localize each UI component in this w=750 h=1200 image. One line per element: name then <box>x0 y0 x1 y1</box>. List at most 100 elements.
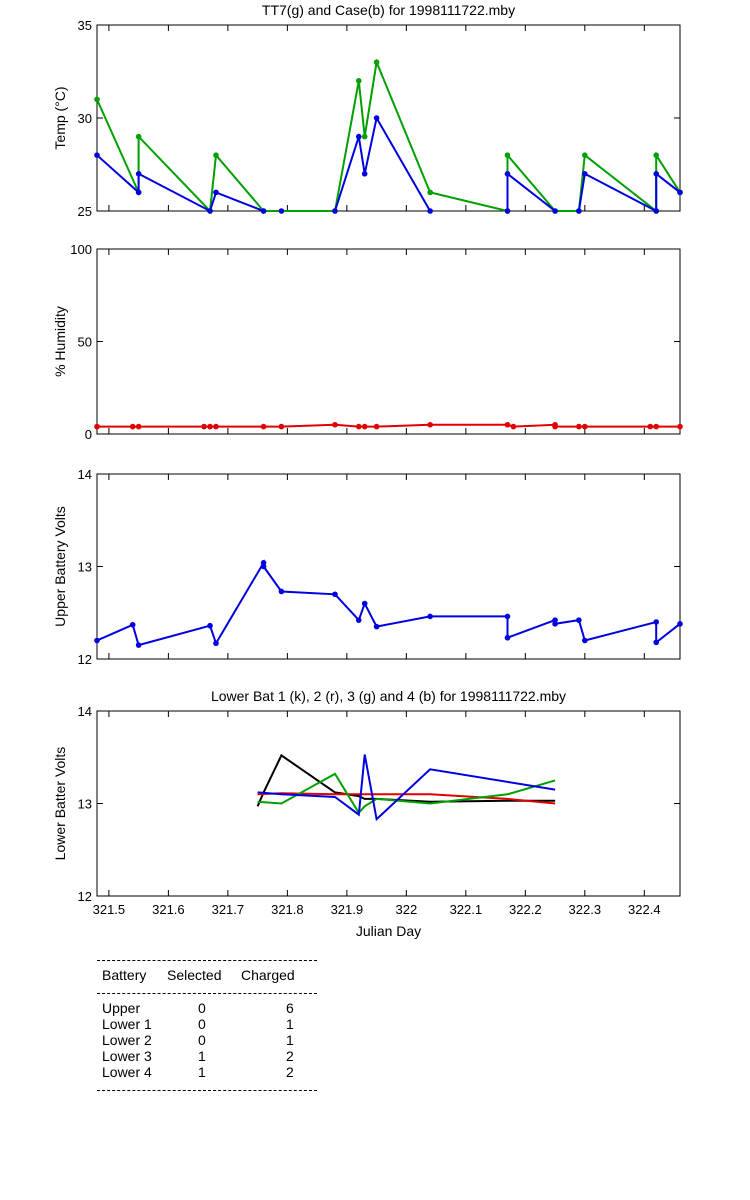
data-point <box>653 208 660 214</box>
data-point <box>135 642 142 648</box>
table-divider-top <box>97 960 317 961</box>
y-tick-label: 14 <box>78 704 92 719</box>
data-point <box>582 152 588 158</box>
y-axis-label: % Humidity <box>52 306 68 377</box>
y-tick-label: 35 <box>78 18 92 33</box>
table-divider-bottom <box>97 1090 317 1091</box>
row-selected: 0 <box>198 1016 206 1032</box>
table-row: Lower 4 1 2 <box>97 1064 317 1080</box>
data-point <box>504 171 511 177</box>
row-selected: 1 <box>198 1048 206 1064</box>
series-line-3 <box>257 772 556 815</box>
data-point <box>332 208 338 214</box>
data-point <box>552 423 558 430</box>
series-line-6 <box>577 171 680 213</box>
y-tick-label: 13 <box>78 797 92 812</box>
data-point <box>552 621 558 627</box>
series-line-2 <box>97 154 264 213</box>
data-point <box>355 617 362 623</box>
series-line-1 <box>97 58 680 213</box>
data-point <box>653 171 660 177</box>
y-tick-label: 50 <box>78 335 92 350</box>
table-row: Lower 1 0 1 <box>97 1016 317 1032</box>
series-line-1 <box>97 423 680 428</box>
data-point <box>361 133 368 140</box>
data-point <box>427 613 433 620</box>
data-point <box>278 208 285 214</box>
x-tick-label: 322.3 <box>569 902 602 917</box>
header-battery: Battery <box>102 967 147 983</box>
data-point <box>582 171 588 177</box>
y-tick-label: 12 <box>78 652 92 667</box>
header-charged: Charged <box>241 967 295 983</box>
data-point <box>373 423 380 430</box>
data-point <box>355 423 362 430</box>
plot-frame <box>96 710 681 897</box>
data-point <box>552 208 558 214</box>
chart-title: TT7(g) and Case(b) for 1998111722.mby <box>262 2 515 18</box>
table-divider-mid <box>97 993 317 994</box>
data-point <box>510 423 517 430</box>
series-line-5 <box>506 171 556 212</box>
data-point <box>278 423 285 430</box>
data-point <box>278 588 285 595</box>
battery-table: Battery Selected Charged Upper 0 6 Lower… <box>97 960 317 1091</box>
data-point <box>677 621 683 627</box>
data-point <box>504 613 511 620</box>
table-header-row: Battery Selected Charged <box>97 967 317 983</box>
row-battery: Lower 4 <box>102 1064 152 1080</box>
data-point <box>373 59 380 65</box>
data-point <box>260 563 267 570</box>
data-point <box>94 96 100 103</box>
data-point <box>427 421 433 428</box>
data-point <box>361 171 368 177</box>
data-point <box>677 423 683 430</box>
data-point <box>647 423 654 430</box>
data-point <box>201 423 207 430</box>
x-tick-label: 321.8 <box>271 902 304 917</box>
data-point <box>373 623 380 630</box>
row-battery: Lower 2 <box>102 1032 152 1048</box>
row-selected: 0 <box>198 1000 206 1016</box>
row-charged: 2 <box>286 1048 294 1064</box>
data-point <box>332 421 338 428</box>
y-tick-label: 13 <box>78 560 92 575</box>
y-tick-label: 0 <box>85 427 92 442</box>
table-row: Lower 3 1 2 <box>97 1048 317 1064</box>
data-point <box>582 423 588 430</box>
data-point <box>582 637 588 644</box>
x-tick-label: 321.5 <box>93 902 126 917</box>
row-charged: 1 <box>286 1032 294 1048</box>
data-point <box>373 115 380 121</box>
x-tick-label: 321.6 <box>152 902 185 917</box>
series-line-1 <box>97 559 680 647</box>
row-charged: 1 <box>286 1016 294 1032</box>
x-tick-label: 322.1 <box>450 902 483 917</box>
chart-panel-2: 0 50 100 % Humidity <box>52 242 683 442</box>
data-point <box>213 152 219 158</box>
data-point <box>135 133 142 140</box>
data-point <box>427 189 433 196</box>
data-point <box>653 152 660 158</box>
data-point <box>135 423 142 430</box>
data-point <box>653 423 660 430</box>
data-point <box>653 619 660 625</box>
data-point <box>355 78 362 84</box>
data-point <box>504 208 511 214</box>
row-battery: Lower 3 <box>102 1048 152 1064</box>
plot-frame <box>96 473 681 660</box>
data-point <box>213 423 219 430</box>
y-tick-label: 12 <box>78 889 92 904</box>
data-point <box>504 152 511 158</box>
series-line-2 <box>257 792 556 805</box>
chart-panel-3: 12 13 14 Upper Battery Volts <box>52 467 683 667</box>
data-point <box>332 591 338 598</box>
data-point <box>355 133 362 140</box>
chart-title: Lower Bat 1 (k), 2 (r), 3 (g) and 4 (b) … <box>211 688 566 704</box>
data-point <box>653 639 660 646</box>
data-point <box>207 423 213 430</box>
data-point <box>260 208 267 214</box>
y-axis-label: Lower Batter Volts <box>52 747 68 861</box>
header-selected: Selected <box>167 967 222 983</box>
data-point <box>207 208 213 214</box>
